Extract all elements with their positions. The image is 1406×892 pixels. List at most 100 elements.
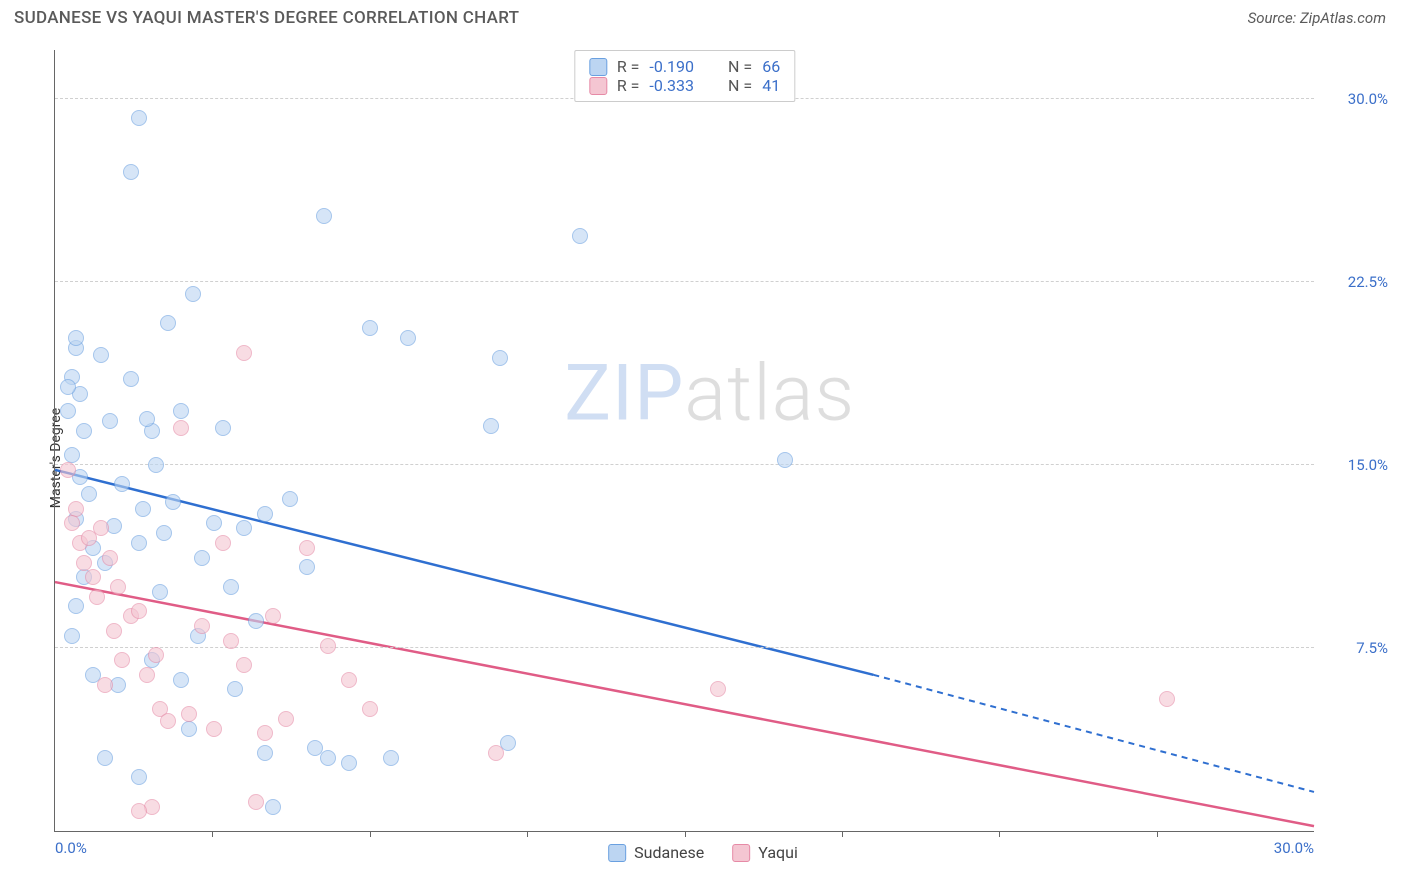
data-point xyxy=(60,379,76,395)
data-point xyxy=(362,701,378,717)
data-point xyxy=(710,681,726,697)
data-point xyxy=(106,623,122,639)
data-point xyxy=(181,721,197,737)
data-point xyxy=(64,628,80,644)
data-point xyxy=(81,486,97,502)
legend-item-yaqui: Yaqui xyxy=(732,843,798,862)
data-point xyxy=(97,677,113,693)
y-tick-label: 30.0% xyxy=(1348,90,1388,108)
swatch-yaqui xyxy=(732,844,750,862)
gridline xyxy=(55,281,1314,282)
trend-lines xyxy=(55,50,1314,831)
data-point xyxy=(135,501,151,517)
data-point xyxy=(60,403,76,419)
data-point xyxy=(160,713,176,729)
data-point xyxy=(123,371,139,387)
x-tick-label: 30.0% xyxy=(1274,839,1314,857)
data-point xyxy=(278,711,294,727)
x-tick xyxy=(1157,831,1158,837)
data-point xyxy=(257,506,273,522)
data-point xyxy=(93,347,109,363)
data-point xyxy=(131,769,147,785)
data-point xyxy=(139,667,155,683)
swatch-sudanese xyxy=(589,58,607,76)
data-point xyxy=(173,403,189,419)
r-value-yaqui: -0.333 xyxy=(649,76,694,95)
data-point xyxy=(299,559,315,575)
x-tick xyxy=(842,831,843,837)
r-label: R = xyxy=(617,57,640,76)
data-point xyxy=(131,603,147,619)
swatch-yaqui xyxy=(589,77,607,95)
data-point xyxy=(777,452,793,468)
data-point xyxy=(257,745,273,761)
data-point xyxy=(299,540,315,556)
data-point xyxy=(68,501,84,517)
data-point xyxy=(123,164,139,180)
watermark-atlas: atlas xyxy=(684,348,855,439)
data-point xyxy=(236,345,252,361)
data-point xyxy=(173,420,189,436)
x-tick xyxy=(212,831,213,837)
gridline xyxy=(55,464,1314,465)
data-point xyxy=(223,633,239,649)
data-point xyxy=(173,672,189,688)
data-point xyxy=(131,110,147,126)
data-point xyxy=(64,447,80,463)
legend-item-sudanese: Sudanese xyxy=(608,843,704,862)
stats-row-yaqui: R = -0.333 N = 41 xyxy=(589,76,780,95)
legend-label-sudanese: Sudanese xyxy=(634,843,704,862)
data-point xyxy=(483,418,499,434)
data-point xyxy=(215,420,231,436)
data-point xyxy=(148,457,164,473)
data-point xyxy=(139,411,155,427)
data-point xyxy=(102,413,118,429)
data-point xyxy=(341,755,357,771)
data-point xyxy=(488,745,504,761)
series-legend: Sudanese Yaqui xyxy=(608,843,798,862)
data-point xyxy=(236,657,252,673)
data-point xyxy=(282,491,298,507)
data-point xyxy=(362,320,378,336)
data-point xyxy=(165,494,181,510)
data-point xyxy=(97,750,113,766)
data-point xyxy=(194,550,210,566)
plot-area: ZIPatlas R = -0.190 N = 66 R = -0.333 N … xyxy=(54,50,1314,832)
gridline xyxy=(55,647,1314,648)
watermark: ZIPatlas xyxy=(564,348,855,439)
x-tick-label: 0.0% xyxy=(55,839,87,857)
data-point xyxy=(236,520,252,536)
data-point xyxy=(76,555,92,571)
data-point xyxy=(248,794,264,810)
data-point xyxy=(85,569,101,585)
chart-container: Master's Degree ZIPatlas R = -0.190 N = … xyxy=(14,42,1392,874)
data-point xyxy=(320,638,336,654)
data-point xyxy=(110,579,126,595)
data-point xyxy=(60,462,76,478)
data-point xyxy=(572,228,588,244)
data-point xyxy=(215,535,231,551)
data-point xyxy=(248,613,264,629)
data-point xyxy=(152,584,168,600)
stats-legend: R = -0.190 N = 66 R = -0.333 N = 41 xyxy=(574,50,795,102)
data-point xyxy=(341,672,357,688)
r-label: R = xyxy=(617,76,640,95)
data-point xyxy=(114,652,130,668)
data-point xyxy=(68,598,84,614)
data-point xyxy=(223,579,239,595)
data-point xyxy=(383,750,399,766)
data-point xyxy=(114,476,130,492)
data-point xyxy=(64,515,80,531)
data-point xyxy=(265,799,281,815)
data-point xyxy=(89,589,105,605)
data-point xyxy=(227,681,243,697)
data-point xyxy=(206,721,222,737)
data-point xyxy=(156,525,172,541)
data-point xyxy=(181,706,197,722)
data-point xyxy=(194,618,210,634)
x-tick xyxy=(999,831,1000,837)
x-tick xyxy=(685,831,686,837)
y-tick-label: 7.5% xyxy=(1356,639,1388,657)
data-point xyxy=(257,725,273,741)
chart-title: SUDANESE VS YAQUI MASTER'S DEGREE CORREL… xyxy=(14,8,519,28)
